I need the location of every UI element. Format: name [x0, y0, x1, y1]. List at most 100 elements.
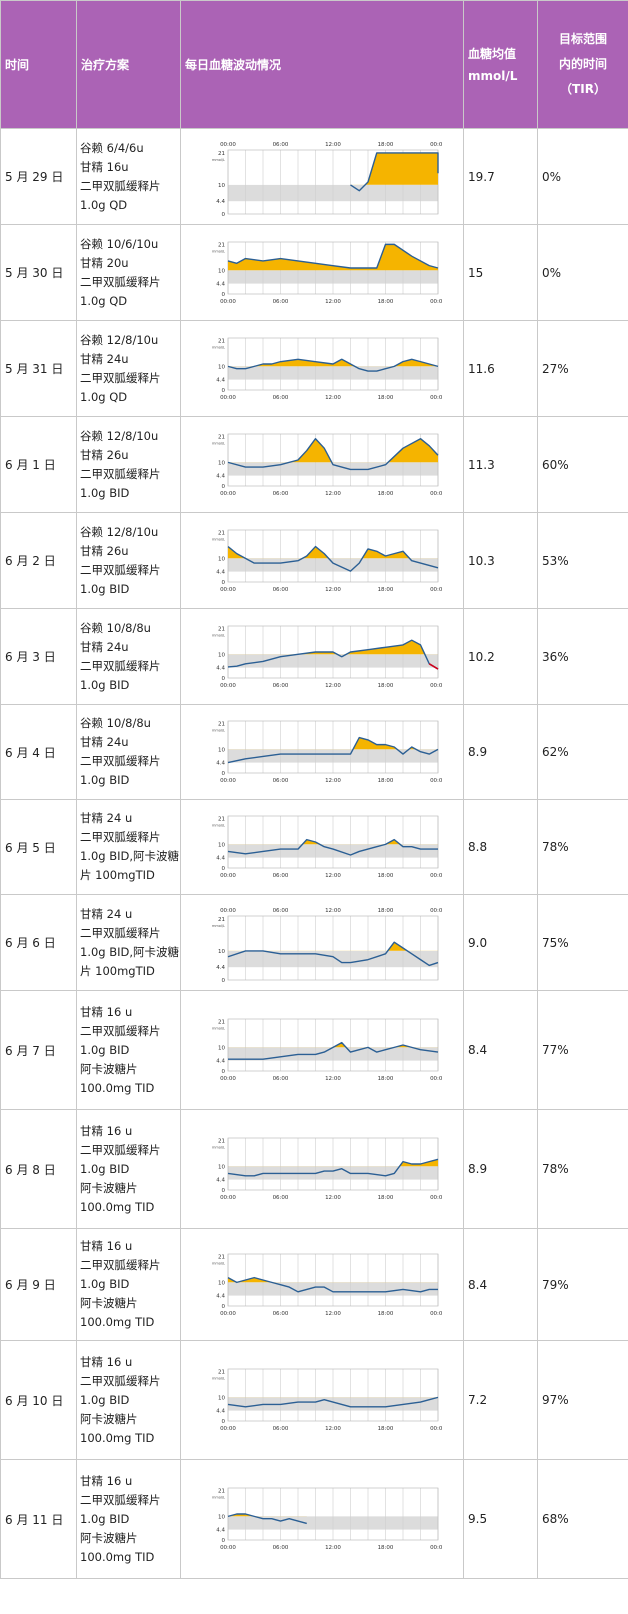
high-glucose-area — [228, 358, 438, 366]
x-tick-label: 18:00 — [378, 395, 394, 401]
chart-frame — [227, 915, 439, 980]
date-cell: 6 月 11 日 — [0, 1459, 77, 1579]
table-row: 6 月 8 日甘精 16 u 二甲双胍缓释片 1.0g BID 阿卡波糖片 100.0m… — [0, 1109, 628, 1229]
plan-line: 甘精 24u — [80, 735, 129, 749]
y-tick-label: 21 — [218, 150, 225, 156]
x-tick-label: 06:00 — [273, 1311, 289, 1317]
x-tick-label: 06:00 — [273, 908, 289, 914]
y-tick-label: 4.4 — [216, 199, 225, 205]
avg-value-cell: 8.4 — [463, 990, 538, 1110]
y-tick-label: 4.4 — [216, 569, 225, 575]
y-tick-label: 0 — [222, 292, 226, 298]
date-cell: 5 月 29 日 — [0, 128, 77, 225]
glucose-chart-cell: 21 10 4.4 0 mmol/L 00:00 06:00 12:00 18:00 00:00 — [180, 512, 464, 609]
chart-frame — [227, 337, 439, 390]
plan-line: 谷赖 10/8/8u — [80, 716, 151, 730]
x-tick-label: 00:00 — [220, 1426, 236, 1432]
high-glucose-area — [228, 243, 438, 270]
y-tick-label: 4.4 — [216, 281, 225, 287]
x-tick-label: 12:00 — [325, 1426, 341, 1432]
high-glucose-area — [365, 152, 438, 185]
header-avg: 血糖均值 mmol/L — [463, 0, 538, 129]
plan-line: 甘精 26u — [80, 447, 129, 462]
plan-cell: 甘精 16 u 二甲双胍缓释片 1.0g BID 阿卡波糖片 100.0mg TID — [76, 1340, 181, 1460]
header-time: 时间 — [0, 0, 77, 129]
y-tick-label: 10 — [218, 268, 225, 274]
x-tick-label: 06:00 — [273, 299, 289, 305]
plan-line: 1.0g BID — [80, 581, 130, 596]
x-tick-label: 12:00 — [325, 395, 341, 401]
y-tick-label: 10 — [218, 747, 225, 753]
glucose-line — [227, 940, 439, 966]
x-tick-label: 00:00 — [220, 1195, 236, 1201]
y-tick-label: 10 — [218, 182, 225, 188]
glucose-line — [227, 638, 439, 670]
y-tick-label: 4.4 — [216, 856, 225, 862]
avg-value-cell: 15 — [463, 224, 538, 321]
plan-line: 二甲双胍缓释片 — [80, 925, 161, 940]
header-plan: 治疗方案 — [76, 0, 181, 129]
glucose-line — [227, 736, 439, 764]
x-tick-label: 00:00 — [430, 1545, 442, 1551]
plan-cell: 甘精 24 u 二甲双胍缓释片 1.0g BID,阿卡波糖片 100mgTID — [76, 894, 181, 991]
y-tick-label: 21 — [218, 1254, 225, 1260]
plan-line: 阿卡波糖片 — [80, 1296, 138, 1310]
chart-frame — [227, 1018, 439, 1072]
y-tick-label: 4.4 — [216, 761, 225, 767]
plan-line: 1.0g BID — [80, 773, 130, 787]
x-tick-label: 00:00 — [430, 142, 442, 148]
avg-value-cell: 11.6 — [463, 320, 538, 417]
glucose-line — [227, 1513, 307, 1525]
x-tick-label: 12:00 — [325, 1076, 341, 1082]
plan-line: 甘精 24 u — [80, 906, 133, 921]
y-tick-label: 4.4 — [216, 473, 225, 479]
x-tick-label: 18:00 — [378, 142, 394, 148]
plan-line: 二甲双胍缓释片 — [80, 466, 161, 481]
date-cell: 6 月 2 日 — [0, 512, 77, 609]
x-tick-label: 12:00 — [325, 1545, 341, 1551]
y-tick-label: 0 — [222, 771, 226, 777]
x-tick-label: 12:00 — [325, 683, 341, 689]
table-row: 6 月 4 日谷赖 10/8/8u 甘精 24u 二甲双胍缓释片 1.0g BID 21… — [0, 704, 628, 800]
plan-cell: 谷赖 12/8/10u 甘精 26u 二甲双胍缓释片 1.0g BID — [76, 416, 181, 513]
plan-line: 甘精 16 u — [80, 1239, 133, 1253]
y-tick-label: 0 — [222, 978, 226, 984]
plan-line: 二甲双胍缓释片 — [80, 830, 161, 844]
y-tick-label: 4.4 — [216, 377, 225, 383]
date-cell: 6 月 4 日 — [0, 704, 77, 800]
y-unit-label: mmol/L — [212, 1495, 225, 1499]
y-unit-label: mmol/L — [212, 1261, 225, 1265]
y-unit-label: mmol/L — [212, 1026, 225, 1030]
plan-cell: 甘精 16 u 二甲双胍缓释片 1.0g BID 阿卡波糖片 100.0mg TID — [76, 990, 181, 1110]
glucose-chart: 21 10 4.4 0 mmol/L 00:00 06:00 12:00 18:00 00:00 — [212, 337, 442, 401]
date-cell: 5 月 31 日 — [0, 320, 77, 417]
glucose-line — [228, 1041, 439, 1060]
x-tick-label: 00:00 — [220, 395, 236, 401]
y-tick-label: 10 — [218, 364, 225, 370]
plan-line: 甘精 24u — [80, 351, 129, 366]
x-tick-label: 00:00 — [430, 1311, 442, 1317]
glucose-line — [227, 243, 439, 269]
plan-line: 1.0g QD — [80, 389, 128, 404]
avg-value-cell: 8.9 — [463, 1109, 538, 1229]
plan-cell: 谷赖 10/8/8u 甘精 24u 二甲双胍缓释片 1.0g BID — [76, 704, 181, 800]
x-tick-label: 18:00 — [378, 1311, 394, 1317]
plan-line: 100.0mg TID — [80, 1315, 155, 1329]
date-cell: 6 月 8 日 — [0, 1109, 77, 1229]
plan-line: 甘精 16u — [80, 159, 129, 174]
y-tick-label: 21 — [218, 816, 225, 822]
tir-value-cell: 0% — [537, 128, 628, 225]
plan-line: 二甲双胍缓释片 — [80, 1023, 161, 1038]
plan-line: 谷赖 12/8/10u — [80, 428, 159, 443]
plan-line: 1.0g BID,阿卡波糖 — [80, 944, 180, 959]
table-row: 6 月 9 日甘精 16 u 二甲双胍缓释片 1.0g BID 阿卡波糖片 100.0m… — [0, 1228, 628, 1341]
y-tick-label: 4.4 — [216, 1293, 225, 1299]
glucose-chart-cell: 21 10 4.4 0 mmol/L 00:00 06:00 12:00 18:00 00:00 — [180, 320, 464, 417]
x-tick-label: 18:00 — [378, 778, 394, 784]
glucose-table: 时间 治疗方案 每日血糖波动情况 血糖均值 mmol/L 目标范围 内的时间 （… — [0, 0, 628, 1579]
avg-value-cell: 10.2 — [463, 608, 538, 705]
high-glucose-area — [228, 1514, 307, 1517]
plan-line: 二甲双胍缓释片 — [80, 562, 161, 577]
date-cell: 6 月 9 日 — [0, 1228, 77, 1341]
tir-value-cell: 77% — [537, 990, 628, 1110]
